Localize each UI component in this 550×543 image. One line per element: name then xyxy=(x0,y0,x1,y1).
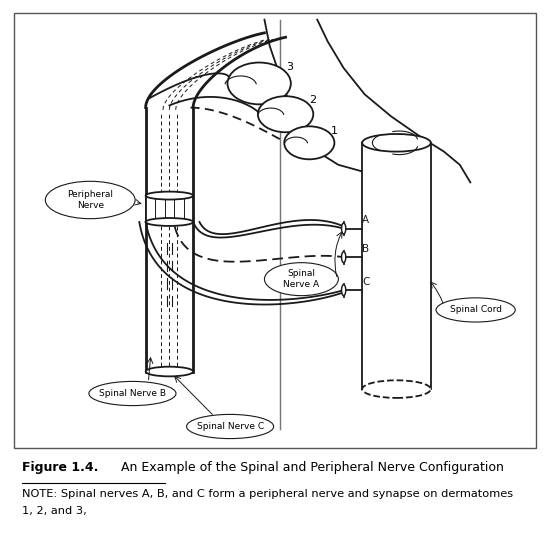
Text: Spinal Cord: Spinal Cord xyxy=(450,306,502,314)
Ellipse shape xyxy=(45,181,135,219)
Text: 2: 2 xyxy=(309,95,316,105)
Ellipse shape xyxy=(265,263,338,295)
Ellipse shape xyxy=(342,251,346,263)
Ellipse shape xyxy=(146,218,193,226)
Ellipse shape xyxy=(89,381,176,406)
Text: 3: 3 xyxy=(287,62,294,72)
Text: NOTE: Spinal nerves A, B, and C form a peripheral nerve and synapse on dermatome: NOTE: Spinal nerves A, B, and C form a p… xyxy=(22,489,513,499)
Text: C: C xyxy=(362,277,370,287)
Ellipse shape xyxy=(146,367,193,376)
Text: B: B xyxy=(362,244,369,254)
Text: An Example of the Spinal and Peripheral Nerve Configuration: An Example of the Spinal and Peripheral … xyxy=(113,461,504,474)
Ellipse shape xyxy=(362,134,431,151)
Ellipse shape xyxy=(258,96,314,132)
Ellipse shape xyxy=(186,414,274,439)
Text: Figure 1.4.: Figure 1.4. xyxy=(22,461,98,474)
Ellipse shape xyxy=(436,298,515,322)
Bar xyxy=(146,195,193,222)
Ellipse shape xyxy=(228,62,291,104)
Text: 1: 1 xyxy=(331,126,338,136)
Text: Spinal Nerve C: Spinal Nerve C xyxy=(196,422,263,431)
Text: A: A xyxy=(362,216,369,225)
Ellipse shape xyxy=(284,127,334,159)
Text: Spinal Nerve B: Spinal Nerve B xyxy=(99,389,166,398)
Ellipse shape xyxy=(342,285,346,295)
Ellipse shape xyxy=(146,192,193,199)
Ellipse shape xyxy=(342,223,346,234)
Text: 1, 2, and 3,: 1, 2, and 3, xyxy=(22,506,87,516)
Text: Spinal
Nerve A: Spinal Nerve A xyxy=(283,269,320,289)
Ellipse shape xyxy=(362,380,431,398)
Text: Peripheral
Nerve: Peripheral Nerve xyxy=(67,190,113,210)
Bar xyxy=(362,143,431,389)
